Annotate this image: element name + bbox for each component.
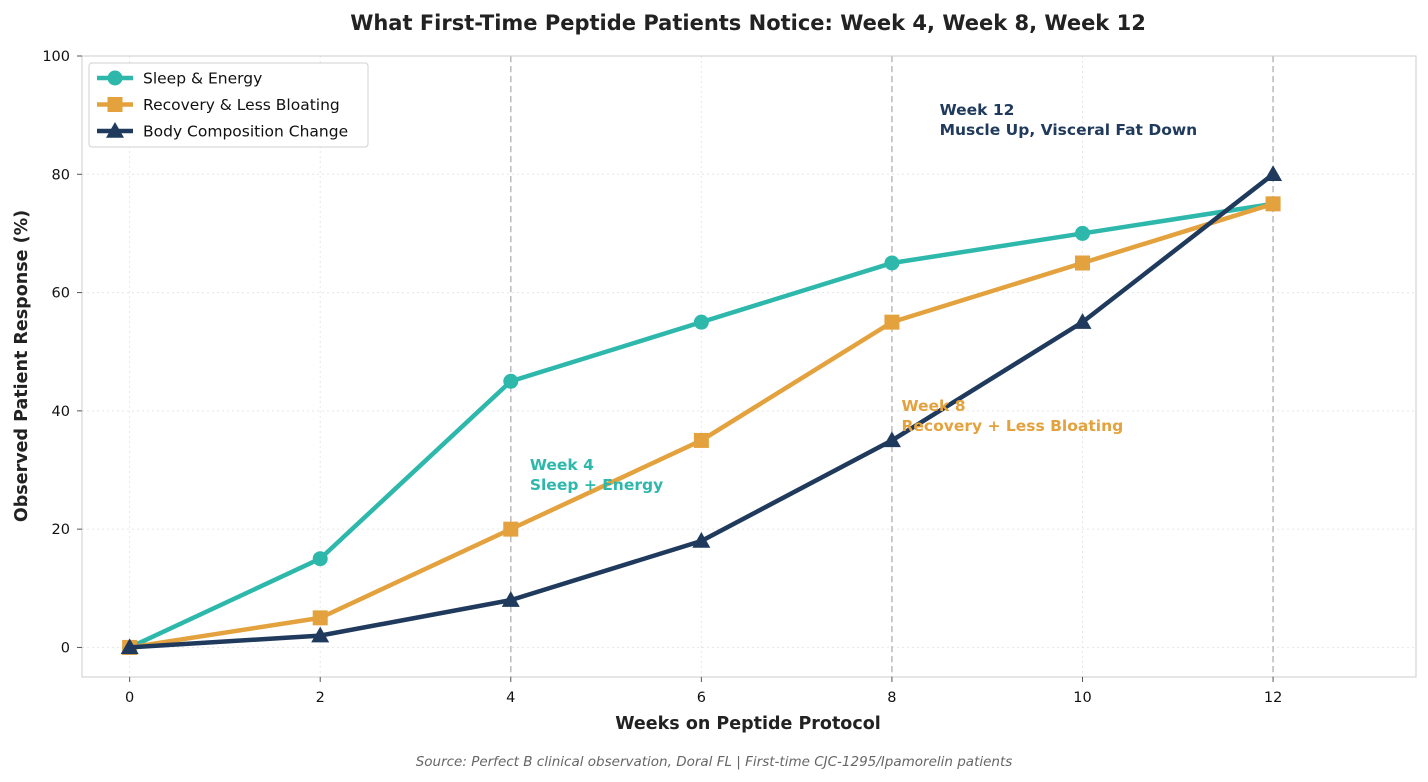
data-point <box>1073 313 1092 329</box>
x-axis-label: Weeks on Peptide Protocol <box>615 714 880 734</box>
data-point <box>1264 165 1283 182</box>
data-point <box>692 531 711 548</box>
legend-item: Sleep & Energy <box>97 70 262 88</box>
annotations: Week 4 Sleep + Energy Week 8 Recovery + Les… <box>530 101 1197 494</box>
milestone-lines <box>510 56 1274 677</box>
series-lines <box>120 165 1283 655</box>
x-tick-label: 8 <box>887 690 896 706</box>
data-point <box>1075 225 1090 241</box>
y-tick-label: 100 <box>42 49 70 65</box>
data-point <box>503 373 519 389</box>
annotation-line: Sleep + Energy <box>530 476 663 494</box>
annotation-line: Muscle Up, Visceral Fat Down <box>940 121 1198 139</box>
data-point <box>884 255 900 271</box>
y-axis-label: Observed Patient Response (%) <box>12 210 32 522</box>
y-tick-label: 20 <box>52 522 70 538</box>
x-tick-label: 6 <box>697 690 706 706</box>
legend-box <box>88 62 369 148</box>
gridlines <box>82 55 1416 677</box>
legend-label: Recovery & Less Bloating <box>143 96 340 114</box>
legend-marker <box>106 122 124 138</box>
x-tick-label: 4 <box>506 690 515 706</box>
data-point <box>882 431 901 448</box>
series-recovery-less-bloating <box>122 196 1281 655</box>
series-body-composition-change <box>120 165 1283 655</box>
y-tick-label: 60 <box>52 286 70 302</box>
data-point <box>312 610 328 626</box>
source-note: Source: Perfect B clinical observation, … <box>416 754 1013 770</box>
data-point <box>1265 196 1281 212</box>
data-point <box>501 591 520 607</box>
y-tick-label: 0 <box>61 640 70 656</box>
annotation: Week 12 Muscle Up, Visceral Fat Down <box>940 101 1198 139</box>
legend-item: Body Composition Change <box>97 122 348 141</box>
data-point <box>1075 255 1090 271</box>
data-point <box>884 314 900 330</box>
annotation-line: Week 12 <box>940 101 1015 119</box>
annotation-line: Week 4 <box>530 456 594 474</box>
legend-label: Body Composition Change <box>143 123 348 141</box>
data-point <box>693 432 709 448</box>
x-tick-label: 12 <box>1264 690 1282 706</box>
annotation-line: Week 8 <box>901 397 965 415</box>
x-tick-label: 0 <box>125 690 134 706</box>
legend-label: Sleep & Energy <box>143 70 262 88</box>
y-tick-label: 80 <box>52 167 70 183</box>
annotation-line: Recovery + Less Bloating <box>901 417 1123 435</box>
annotation: Week 8 Recovery + Less Bloating <box>901 397 1123 435</box>
annotation: Week 4 Sleep + Energy <box>530 456 663 494</box>
x-tick-label: 10 <box>1073 690 1091 706</box>
data-point <box>311 626 330 643</box>
chart-title: What First-Time Peptide Patients Notice:… <box>350 11 1146 35</box>
legend-item: Recovery & Less Bloating <box>97 96 340 114</box>
legend-marker <box>107 70 123 86</box>
data-point <box>503 521 519 537</box>
legend-marker <box>107 97 123 112</box>
plot-frame <box>81 55 1417 678</box>
x-tick-label: 2 <box>316 690 325 706</box>
y-tick-label: 40 <box>52 404 70 420</box>
data-point <box>120 638 139 655</box>
axis-ticks: 0 2 4 6 8 10 12 0 20 40 60 80 100 <box>42 49 1282 706</box>
data-point <box>693 314 709 330</box>
data-point <box>312 551 328 567</box>
legend: Sleep & Energy Recovery & Less Bloating Bo… <box>88 62 369 148</box>
